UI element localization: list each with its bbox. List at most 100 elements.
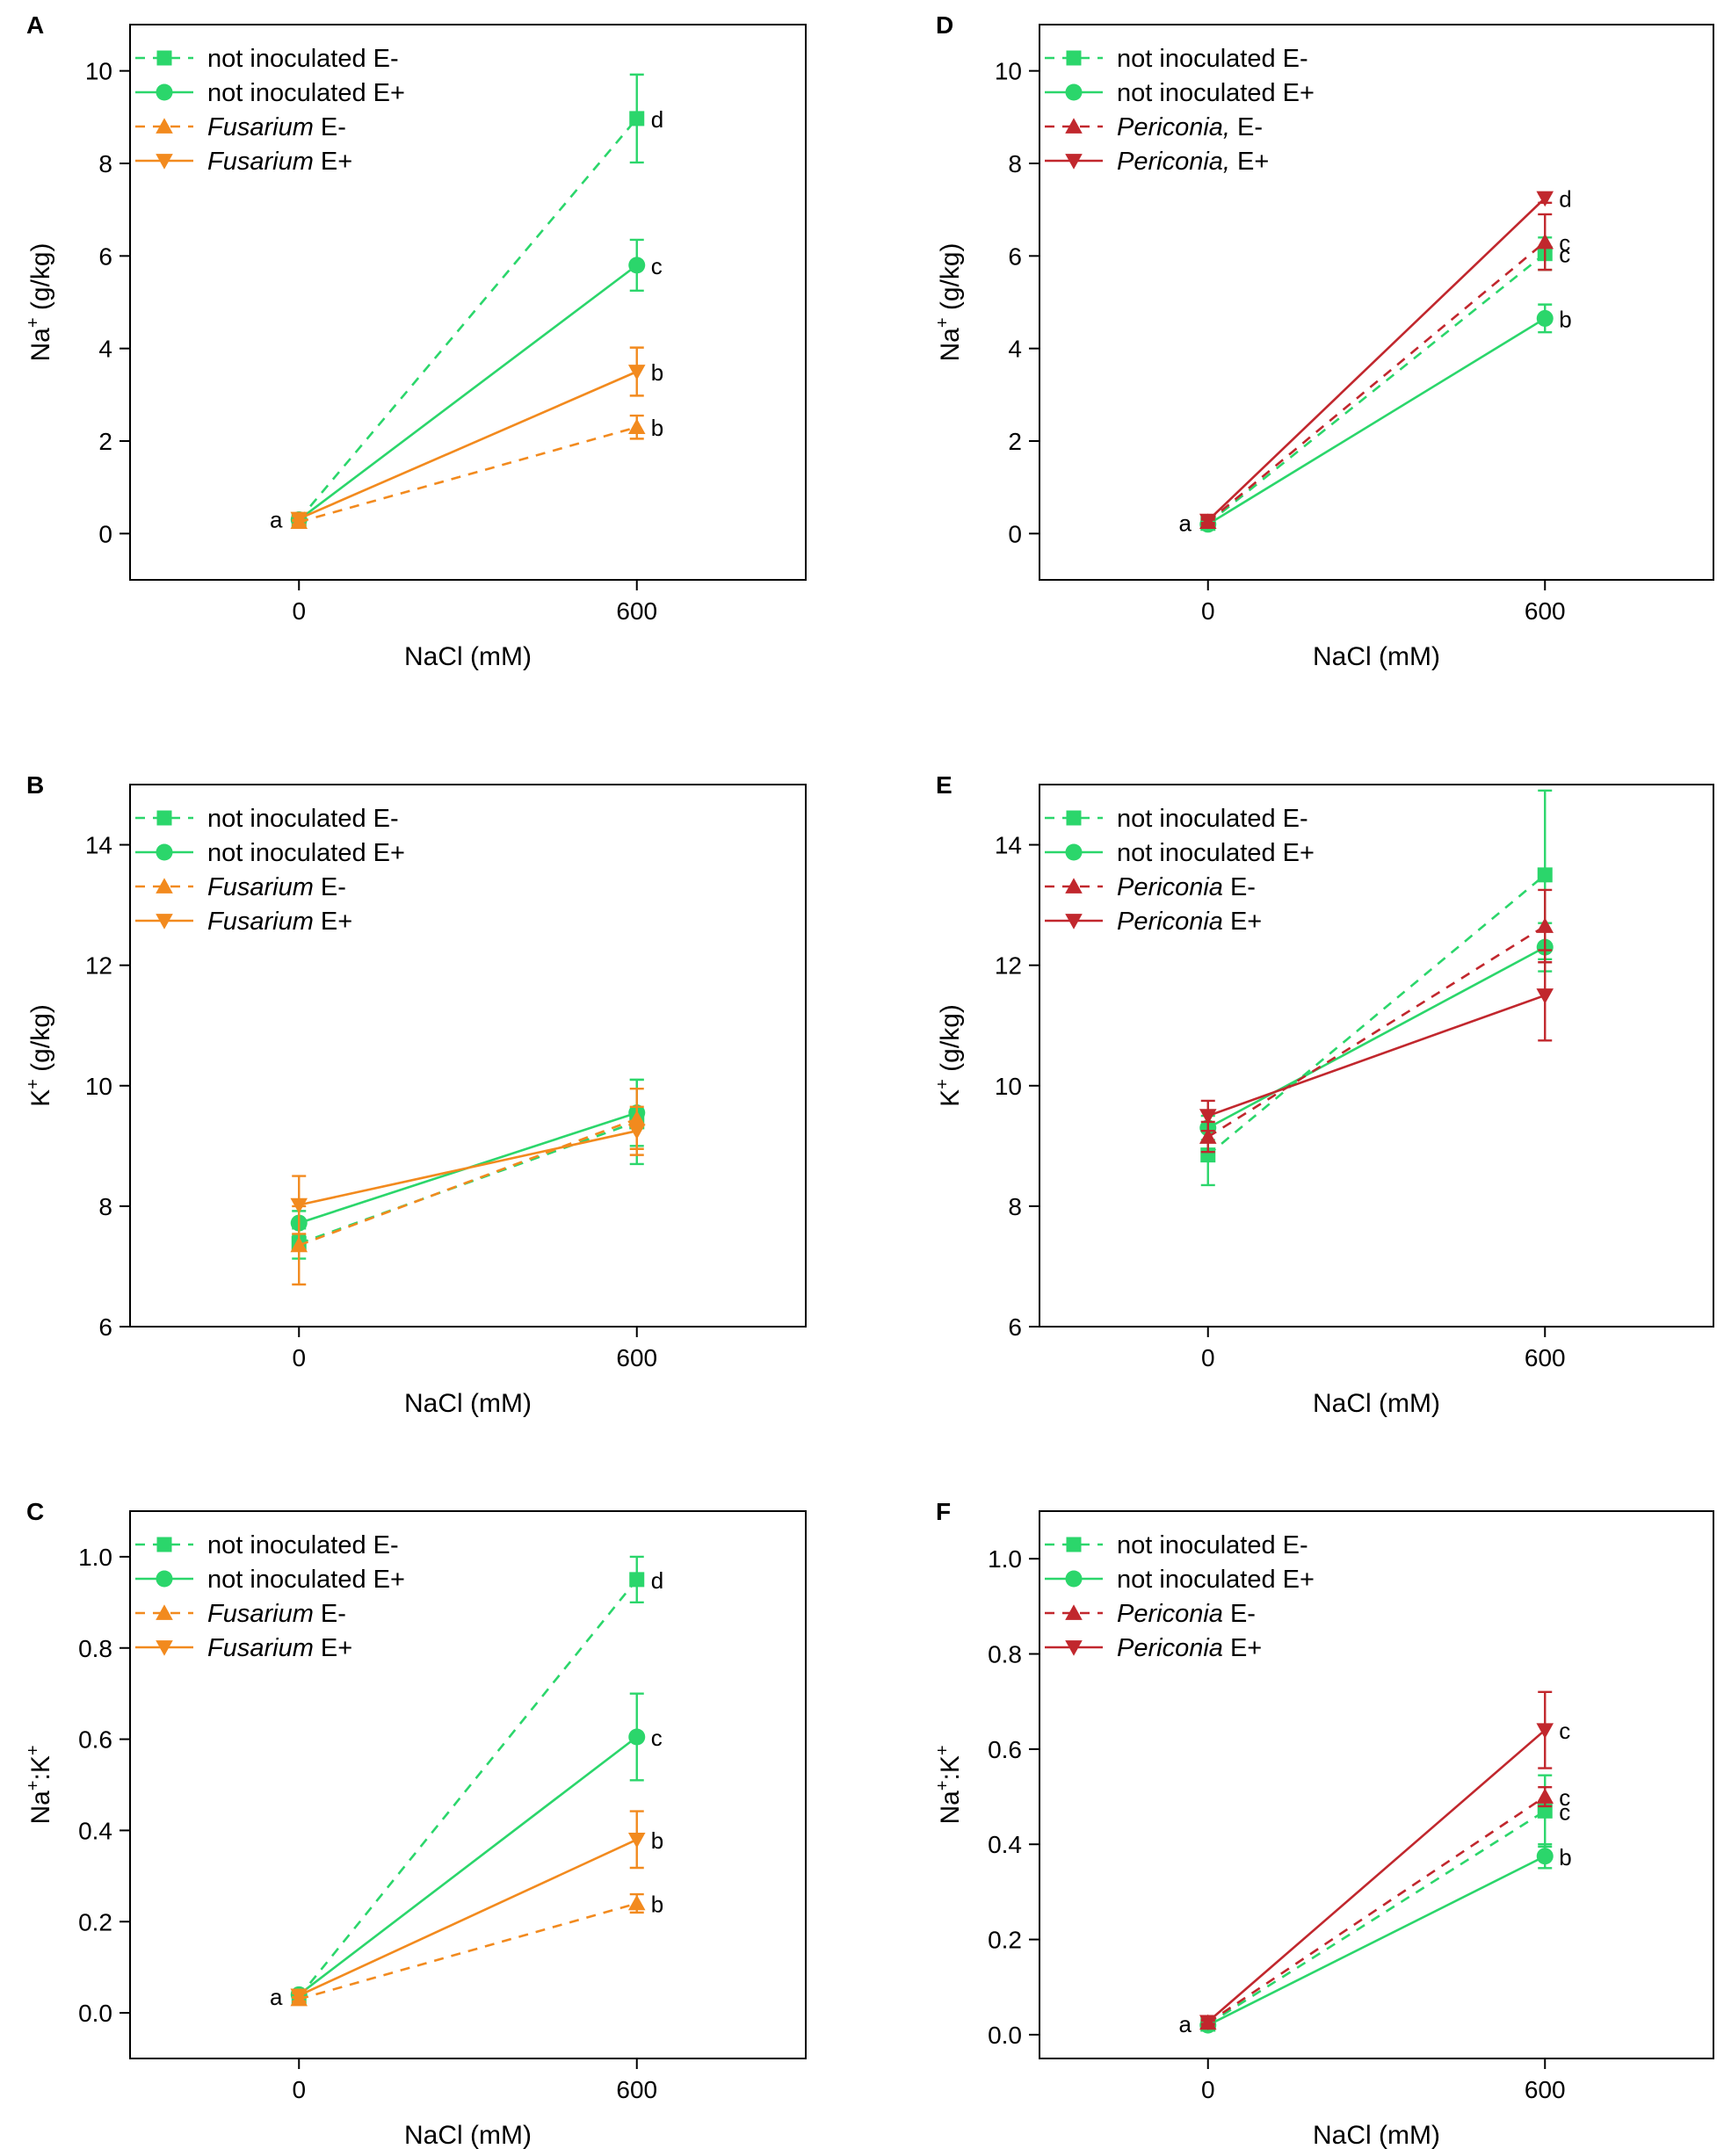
legend: not inoculated E-not inoculated E+ Perico… [1045, 45, 1315, 176]
data-point [290, 511, 308, 528]
series-line [298, 118, 638, 521]
series-line [1207, 945, 1546, 1129]
panel-letter: A [26, 11, 44, 39]
y-axis-label: Na+ (g/kg) [933, 242, 965, 361]
x-axis-label: NaCl (mM) [404, 642, 532, 671]
y-tick-label: 0 [1008, 520, 1022, 547]
y-tick-label: 0.8 [78, 1635, 112, 1662]
significance-letter: c [1559, 1718, 1570, 1744]
legend-marker [1065, 914, 1083, 930]
x-tick-label: 600 [1525, 2076, 1566, 2103]
data-point [627, 1832, 646, 1849]
series-1: c [290, 1692, 663, 2003]
series-line [298, 264, 638, 521]
y-tick-label: 10 [85, 58, 112, 85]
x-axis-label: NaCl (mM) [1313, 1389, 1440, 1418]
data-point [1536, 1848, 1554, 1865]
significance-letter: c [1559, 1784, 1570, 1811]
series-line [1206, 1729, 1547, 2023]
y-tick-label: 4 [1008, 336, 1022, 363]
x-tick-label: 0 [292, 1344, 306, 1371]
plot-frame [1039, 784, 1714, 1328]
x-tick-label: 600 [1525, 597, 1566, 625]
x-tick-label: 600 [616, 597, 657, 625]
y-axis-label: Na+:K+ [933, 1745, 965, 1824]
legend-label: Periconia E+ [1117, 1634, 1262, 1662]
legend-marker [1065, 118, 1083, 134]
legend-label: Fusarium E- [207, 1600, 346, 1628]
significance-letter: b [651, 1891, 663, 1917]
data-point [627, 1894, 646, 1911]
y-tick-label: 2 [98, 428, 112, 455]
data-point [629, 1572, 645, 1588]
series-line [1206, 873, 1547, 1156]
data-point [290, 1197, 308, 1214]
legend-label: Fusarium E+ [207, 1634, 352, 1662]
legend-marker [1066, 1537, 1082, 1552]
series-line [1207, 1855, 1546, 2027]
significance-letter: b [651, 415, 663, 441]
legend: not inoculated E-not inoculated E+ Fusari… [135, 805, 405, 936]
legend-marker [1065, 83, 1083, 101]
significance-letter: b [651, 1827, 663, 1854]
y-tick-label: 10 [995, 1073, 1022, 1100]
y-axis-label: Na+:K+ [24, 1745, 55, 1824]
data-point [1536, 191, 1554, 207]
data-point [627, 418, 646, 435]
data-point [1199, 1109, 1217, 1125]
y-tick-label: 2 [1008, 428, 1022, 455]
series-2: b [290, 1891, 663, 2007]
legend-label: Periconia E+ [1117, 908, 1262, 936]
legend-label: Fusarium E- [207, 873, 346, 901]
legend-marker [1065, 1640, 1083, 1656]
x-tick-label: 600 [616, 2076, 657, 2103]
legend-label: not inoculated E+ [207, 79, 405, 107]
data-point [1536, 917, 1554, 933]
significance-letter: d [1559, 186, 1571, 213]
panel-e: E 6 8 10 12 14 0 600 NaCl (mM) K+ (g/kg) not inocu… [933, 771, 1714, 1418]
series-0: c [1200, 236, 1570, 532]
series-2: c [1199, 213, 1570, 529]
legend-label: Periconia, E+ [1117, 148, 1269, 176]
y-tick-label: 1.0 [78, 1544, 112, 1571]
y-tick-label: 8 [98, 150, 112, 177]
series-2: c [1199, 1784, 1570, 2030]
y-tick-label: 12 [995, 952, 1022, 980]
series-0: d [291, 1555, 663, 2005]
x-tick-label: 600 [616, 1344, 657, 1371]
series-line [1206, 197, 1547, 522]
significance-letter: a [1179, 2011, 1192, 2037]
series-1 [290, 1078, 646, 1236]
legend-label: not inoculated E+ [1117, 839, 1315, 867]
panel-letter: D [936, 11, 953, 39]
series-2 [290, 1088, 646, 1286]
y-tick-label: 8 [1008, 1193, 1022, 1220]
y-tick-label: 4 [98, 336, 112, 363]
data-point [1536, 988, 1554, 1004]
legend-marker [156, 1537, 172, 1552]
x-tick-label: 0 [1201, 2076, 1215, 2103]
legend-label: not inoculated E- [1117, 1531, 1308, 1559]
series-1: b [1199, 1843, 1572, 2034]
legend-marker [156, 878, 173, 894]
legend-label: not inoculated E- [207, 1531, 399, 1559]
plot-frame [1039, 1510, 1714, 2059]
y-tick-label: 0.4 [988, 1831, 1022, 1858]
series-line [298, 1118, 638, 1247]
legend-marker [156, 50, 172, 66]
legend: not inoculated E-not inoculated E+ Fusari… [135, 45, 405, 176]
data-point [1536, 1723, 1554, 1739]
series-1: b [1199, 303, 1572, 533]
legend-marker [156, 118, 173, 134]
series-line [1207, 925, 1546, 1139]
series-0 [291, 1078, 645, 1260]
legend-marker [1065, 154, 1083, 170]
legend-marker [1066, 50, 1082, 66]
data-point [1537, 867, 1553, 883]
legend-label: not inoculated E+ [207, 1566, 405, 1594]
legend: not inoculated E-not inoculated E+ Perico… [1045, 1531, 1315, 1662]
legend-marker [1065, 878, 1083, 894]
data-point [629, 111, 645, 127]
series-line [298, 1129, 638, 1206]
